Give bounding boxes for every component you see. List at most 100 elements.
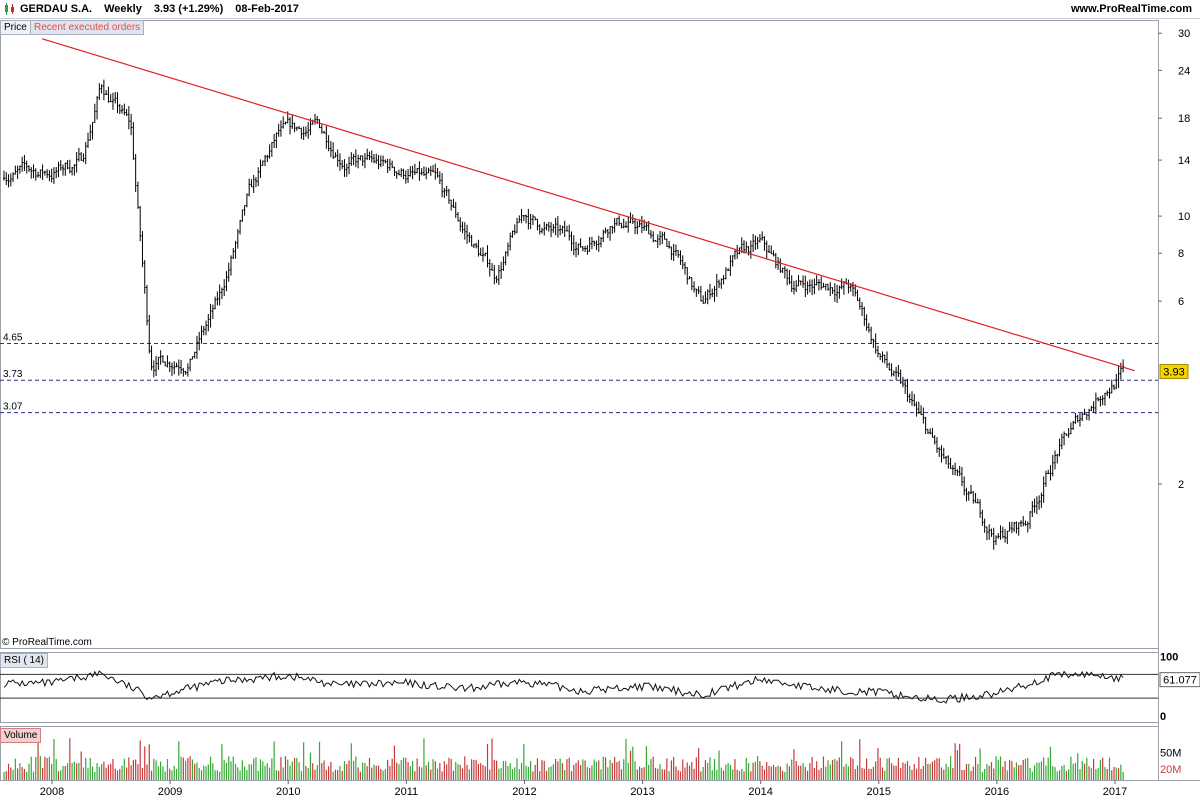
volume-bar bbox=[482, 764, 484, 780]
volume-bar bbox=[491, 738, 493, 780]
volume-bar bbox=[35, 756, 37, 780]
volume-bar bbox=[841, 741, 843, 780]
volume-bar bbox=[893, 765, 895, 780]
volume-bar bbox=[686, 762, 688, 780]
volume-bar bbox=[505, 761, 507, 780]
volume-bar bbox=[1036, 762, 1038, 780]
volume-bar bbox=[741, 768, 743, 780]
volume-bar bbox=[761, 765, 763, 780]
volume-bar bbox=[107, 764, 110, 780]
volume-bar bbox=[695, 757, 697, 780]
volume-bar bbox=[175, 768, 178, 780]
volume-bar bbox=[738, 770, 741, 780]
volume-bar bbox=[96, 763, 98, 780]
volume-bar bbox=[550, 766, 552, 780]
volume-bar bbox=[1081, 760, 1083, 780]
recent-orders-tab[interactable]: Recent executed orders bbox=[30, 20, 145, 35]
volume-bar bbox=[643, 767, 645, 780]
volume-bar bbox=[786, 763, 788, 780]
volume-bar bbox=[845, 763, 847, 780]
volume-bar bbox=[452, 770, 455, 780]
volume-bar bbox=[940, 767, 943, 780]
volume-bar bbox=[1086, 757, 1088, 780]
volume-bar bbox=[368, 757, 371, 780]
volume-bar bbox=[196, 762, 198, 780]
volume-bar bbox=[348, 760, 350, 780]
volume-bar bbox=[879, 757, 881, 780]
volume-bar bbox=[473, 760, 475, 780]
volume-bar bbox=[314, 769, 316, 780]
volume-bar bbox=[377, 765, 380, 780]
volume-bar bbox=[688, 765, 691, 780]
volume-bar bbox=[30, 756, 32, 780]
rsi-tab[interactable]: RSI ( 14) bbox=[0, 653, 49, 668]
price-y-tick-label: 10 bbox=[1178, 211, 1190, 223]
volume-bar bbox=[230, 761, 232, 780]
volume-bar bbox=[130, 765, 132, 780]
price-y-tick-label: 24 bbox=[1178, 65, 1190, 77]
volume-bar bbox=[806, 770, 809, 780]
volume-bar bbox=[182, 757, 184, 780]
x-tick-label: 2013 bbox=[630, 786, 654, 798]
volume-bar bbox=[711, 770, 713, 780]
volume-bar bbox=[259, 759, 262, 780]
volume-bar bbox=[541, 760, 543, 780]
volume-bar bbox=[693, 768, 695, 780]
volume-bar bbox=[589, 767, 591, 780]
volume-bar bbox=[237, 767, 239, 780]
volume-bar bbox=[293, 757, 296, 780]
volume-bar bbox=[586, 767, 588, 780]
volume-bar bbox=[498, 768, 500, 780]
volume-bar bbox=[1047, 757, 1049, 780]
volume-bar bbox=[754, 761, 756, 780]
price-tab[interactable]: Price bbox=[0, 20, 31, 35]
volume-bar bbox=[21, 767, 23, 780]
volume-bar bbox=[645, 746, 648, 780]
volume-bar bbox=[729, 764, 731, 780]
volume-bar bbox=[650, 759, 652, 780]
volume-bar bbox=[1020, 765, 1022, 780]
volume-bar bbox=[307, 768, 309, 780]
site-url[interactable]: www.ProRealTime.com bbox=[1070, 3, 1192, 15]
volume-bar bbox=[171, 770, 173, 780]
last-quote: 3.93 (+1.29%) bbox=[153, 3, 224, 15]
volume-bar bbox=[636, 769, 638, 780]
x-tick-label: 2016 bbox=[985, 786, 1009, 798]
volume-bar bbox=[17, 768, 19, 780]
volume-bar bbox=[19, 763, 21, 780]
volume-bar bbox=[341, 770, 343, 780]
volume-bar bbox=[71, 762, 73, 780]
volume-bar bbox=[232, 756, 234, 780]
volume-bar bbox=[555, 758, 557, 780]
x-tick-label: 2008 bbox=[40, 786, 64, 798]
rsi-y-tick-label: 100 bbox=[1160, 652, 1178, 664]
volume-bar bbox=[248, 764, 250, 780]
volume-bar bbox=[1120, 764, 1122, 780]
volume-bar bbox=[654, 767, 657, 780]
volume-bar bbox=[598, 760, 600, 780]
volume-bar bbox=[114, 768, 116, 780]
volume-bar bbox=[520, 762, 523, 780]
volume-bar bbox=[1083, 763, 1086, 780]
volume-bar bbox=[722, 770, 725, 780]
volume-tab[interactable]: Volume bbox=[0, 728, 42, 743]
volume-bar bbox=[623, 759, 625, 780]
volume-bar bbox=[359, 771, 361, 780]
volume-bar bbox=[1079, 769, 1081, 780]
volume-bar bbox=[416, 758, 418, 780]
trendline bbox=[41, 38, 1135, 372]
volume-bar bbox=[101, 764, 103, 780]
volume-bar bbox=[593, 759, 595, 780]
volume-bar bbox=[103, 761, 105, 780]
volume-bar bbox=[904, 763, 906, 780]
volume-bar bbox=[1093, 758, 1095, 780]
volume-bar bbox=[827, 760, 829, 780]
volume-bar bbox=[627, 762, 629, 780]
volume-bar bbox=[770, 766, 772, 780]
volume-bar bbox=[489, 769, 491, 780]
volume-bar bbox=[209, 756, 212, 780]
volume-bar bbox=[752, 762, 754, 780]
volume-bar bbox=[886, 758, 888, 780]
volume-bar bbox=[153, 758, 155, 780]
volume-bar bbox=[727, 763, 729, 780]
